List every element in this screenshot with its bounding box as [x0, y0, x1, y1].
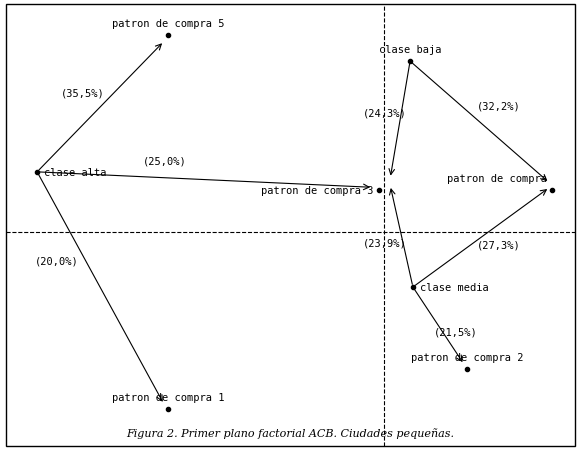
- Text: (21,5%): (21,5%): [434, 327, 478, 336]
- Text: clase alta: clase alta: [44, 167, 106, 177]
- Text: (32,2%): (32,2%): [476, 101, 520, 111]
- Text: patron de compra 5: patron de compra 5: [112, 19, 224, 29]
- Text: patron de compra 2: patron de compra 2: [411, 353, 523, 363]
- Text: (23,9%): (23,9%): [363, 238, 406, 248]
- Text: patron de compra 3: patron de compra 3: [260, 185, 373, 195]
- Text: clase baja: clase baja: [379, 46, 442, 55]
- Text: (20,0%): (20,0%): [35, 256, 79, 266]
- Text: Figura 2. Primer plano factorial ACB. Ciudades pequeñas.: Figura 2. Primer plano factorial ACB. Ci…: [127, 427, 454, 437]
- Text: (35,5%): (35,5%): [61, 88, 105, 98]
- Text: patron de compra: patron de compra: [447, 174, 547, 184]
- Text: patron de compra 1: patron de compra 1: [112, 392, 224, 402]
- Text: clase media: clase media: [419, 282, 489, 292]
- Text: (27,3%): (27,3%): [476, 240, 520, 250]
- Text: (25,0%): (25,0%): [144, 156, 187, 166]
- Text: (24,3%): (24,3%): [363, 108, 406, 118]
